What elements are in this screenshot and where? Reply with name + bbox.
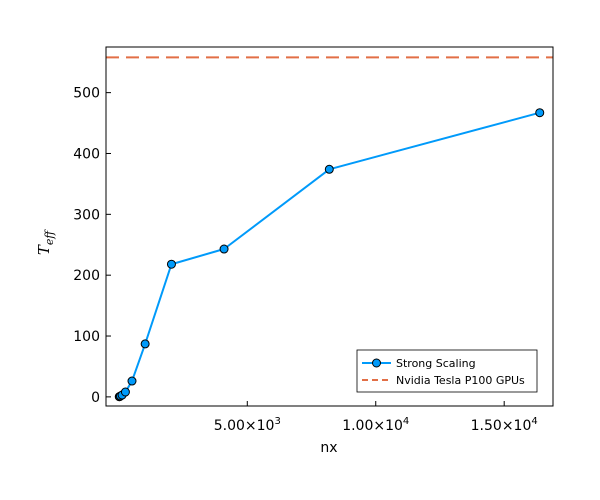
legend-label: Strong Scaling (396, 357, 476, 370)
data-point (535, 108, 545, 118)
legend-marker (372, 358, 381, 368)
y-axis-label-sub: eff (43, 229, 56, 246)
svg-text:Teff: Teff (35, 229, 56, 256)
data-point (166, 259, 176, 269)
y-axis-label: Teff (35, 229, 56, 256)
data-point (219, 244, 229, 254)
data-point (140, 339, 150, 349)
y-tick-label: 500 (73, 86, 100, 102)
y-tick-label: 100 (73, 329, 100, 345)
plot-area (106, 47, 553, 406)
data-point (324, 164, 334, 174)
plot-frame (105, 46, 554, 407)
legend-box (356, 349, 538, 393)
y-tick-label: 300 (73, 207, 100, 223)
y-tick-label: 0 (91, 390, 100, 406)
y-tick-label: 200 (73, 268, 100, 284)
data-point (120, 387, 130, 397)
data-point (127, 376, 137, 386)
y-tick-label: 400 (73, 146, 100, 162)
x-tick-label: 5.00×103 (214, 416, 281, 434)
x-tick-label: 1.50×104 (471, 416, 538, 434)
x-axis-label: nx (320, 440, 337, 456)
y-axis-label-main: T (35, 244, 53, 255)
legend-label: Nvidia Tesla P100 GPUs (396, 374, 525, 387)
x-tick-label: 1.00×104 (342, 416, 409, 434)
